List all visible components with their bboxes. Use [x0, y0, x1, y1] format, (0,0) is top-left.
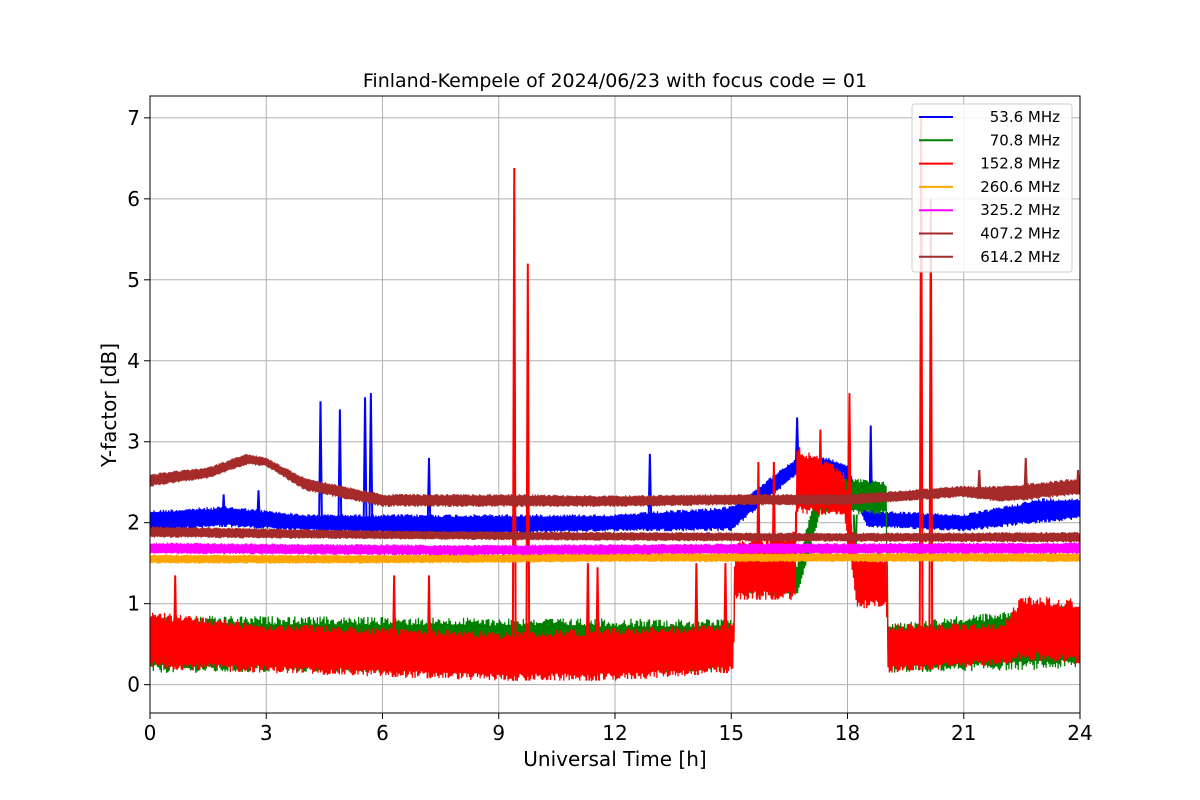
- x-ticks: 0 3 6 9 12 15 18 21 24: [144, 713, 1093, 745]
- x-tick-label: 12: [602, 721, 627, 745]
- series-line: [150, 446, 1080, 682]
- x-tick-label: 3: [260, 721, 273, 745]
- legend-label: 260.6 MHz: [980, 178, 1060, 196]
- legend-label: 70.8 MHz: [990, 131, 1060, 149]
- legend-box: [911, 103, 1073, 273]
- series-spike: [391, 575, 397, 677]
- y-tick-label: 0: [127, 673, 140, 697]
- x-tick-label: 0: [144, 721, 157, 745]
- series-spike: [256, 490, 261, 529]
- series-spike: [585, 563, 591, 681]
- y-tick-label: 5: [127, 268, 140, 292]
- series-line: [150, 453, 1080, 508]
- y-axis-label: Y-factor [dB]: [97, 343, 121, 468]
- series-spike: [1023, 457, 1029, 501]
- legend-label: 614.2 MHz: [980, 248, 1060, 266]
- series-spike: [976, 470, 982, 500]
- y-tick-label: 4: [127, 349, 140, 373]
- series-spike: [722, 563, 728, 674]
- series-line: [150, 457, 1080, 536]
- series-spike: [817, 429, 823, 515]
- series-spike: [426, 457, 432, 535]
- series-spike: [362, 397, 368, 533]
- x-tick-label: 9: [492, 721, 505, 745]
- series-spike: [693, 563, 699, 676]
- y-ticks: 0 1 2 3 4 5 6 7: [127, 106, 150, 697]
- legend-label: 152.8 MHz: [980, 155, 1060, 173]
- series-spike: [771, 461, 777, 600]
- series-spike: [595, 567, 601, 681]
- legend: 53.6 MHz 70.8 MHz 152.8 MHz 260.6 MHz 325.2…: [911, 103, 1073, 273]
- x-tick-label: 18: [835, 721, 860, 745]
- chart-title: Finland-Kempele of 2024/06/23 with focus…: [363, 70, 867, 92]
- x-tick-label: 15: [719, 721, 744, 745]
- series-line: [150, 552, 1080, 564]
- series-spike: [511, 168, 517, 681]
- x-tick-label: 24: [1067, 721, 1092, 745]
- y-tick-label: 7: [127, 106, 140, 130]
- legend-label: 407.2 MHz: [980, 225, 1060, 243]
- series-spike: [368, 393, 374, 533]
- series-spike: [221, 494, 227, 528]
- y-tick-label: 3: [127, 430, 140, 454]
- y-tick-label: 2: [127, 511, 140, 535]
- series-line: [150, 526, 1080, 543]
- series-spike: [525, 263, 531, 681]
- series-spike: [426, 575, 432, 679]
- y-tick-label: 1: [127, 592, 140, 616]
- legend-label: 325.2 MHz: [980, 201, 1060, 219]
- legend-label: 53.6 MHz: [990, 108, 1060, 126]
- x-tick-label: 21: [951, 721, 976, 745]
- series-spike: [172, 575, 178, 670]
- series-line: [150, 542, 1080, 556]
- series-spike: [1075, 470, 1080, 495]
- y-tick-label: 6: [127, 187, 140, 211]
- x-axis-label: Universal Time [h]: [523, 747, 706, 771]
- x-tick-label: 6: [376, 721, 389, 745]
